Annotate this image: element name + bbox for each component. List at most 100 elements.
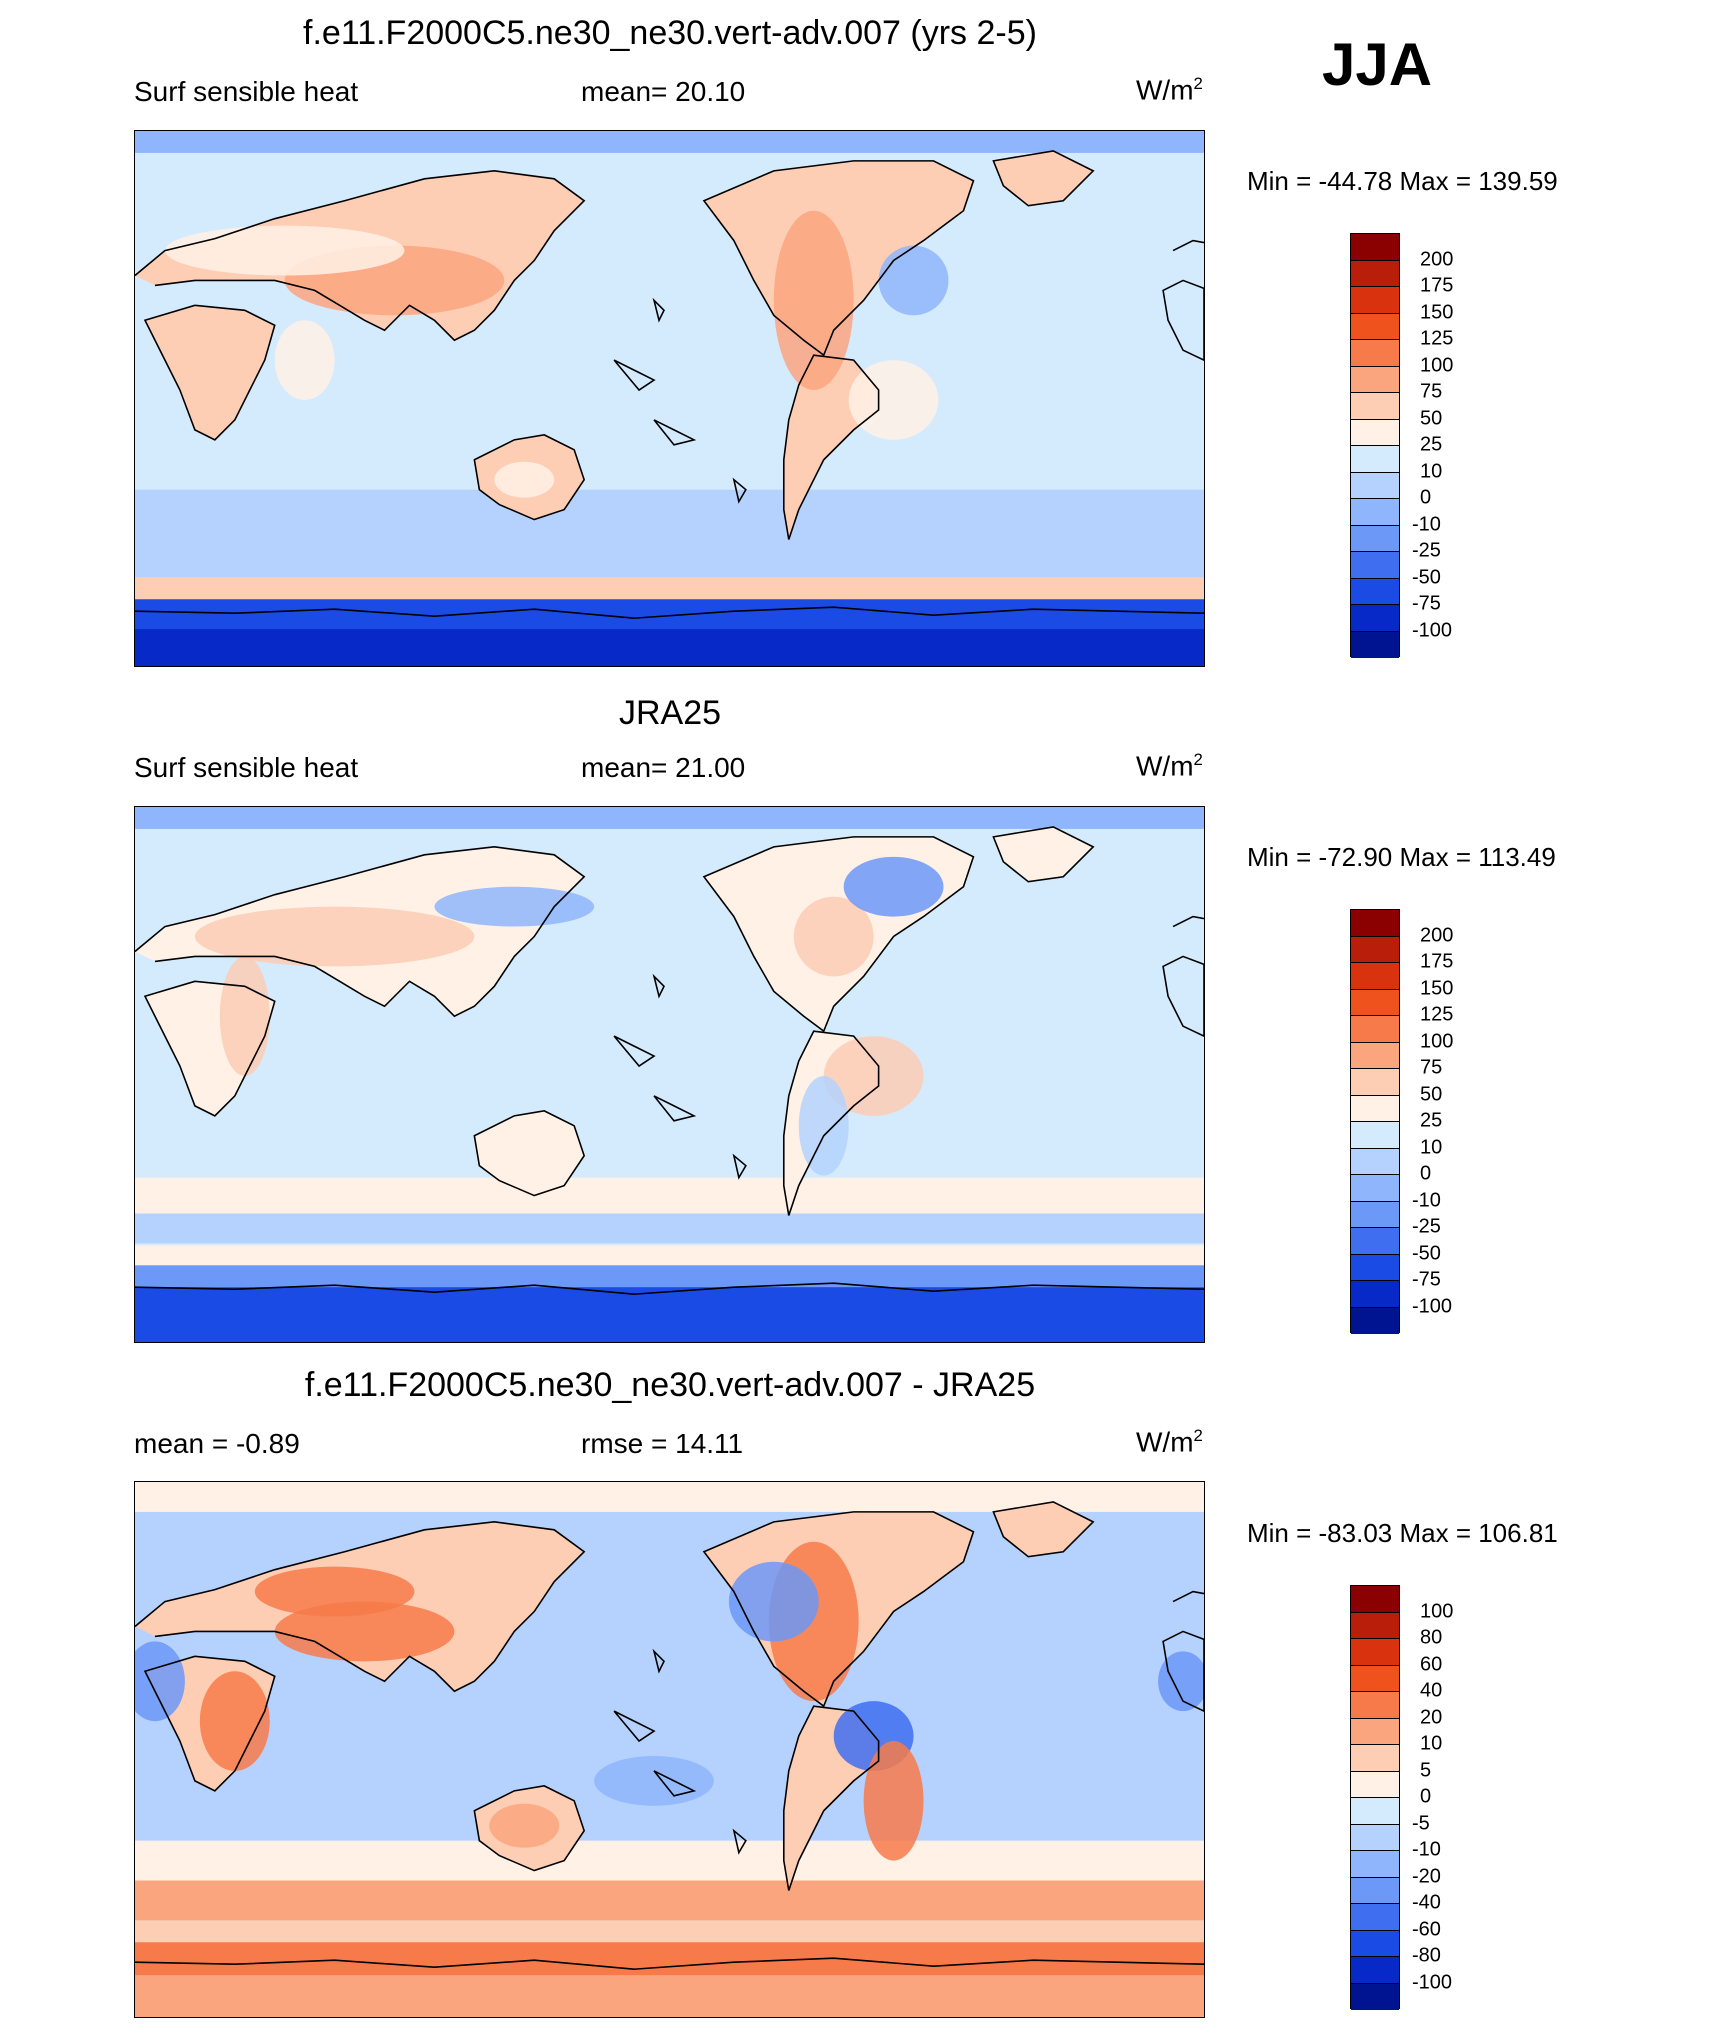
field-anomaly (728, 1561, 819, 1642)
land-field-greenland (993, 150, 1094, 206)
colorbar-swatch (1351, 1824, 1399, 1851)
coastline (143, 980, 276, 1117)
colorbar-tick-label: 200 (1420, 248, 1454, 270)
colorbar (1350, 233, 1400, 658)
land-field-greenland (993, 826, 1094, 882)
panel-units-label: W/m2 (1136, 1426, 1203, 1458)
coastline (782, 1705, 880, 1891)
colorbar-swatch (1351, 260, 1399, 287)
field-anomaly (793, 896, 874, 977)
colorbar-swatch (1351, 446, 1399, 473)
colorbar-tick-label: 150 (1420, 301, 1454, 323)
coastline (653, 1095, 697, 1122)
field-anomaly (594, 1755, 714, 1806)
coastline (473, 434, 586, 521)
coastline (652, 297, 665, 323)
colorbar-swatch (1351, 1042, 1399, 1069)
colorbar-tick-label: -60 (1412, 1918, 1441, 1940)
colorbar-tick-label: 100 (1420, 1030, 1454, 1052)
colorbar-tick-label: 10 (1420, 460, 1443, 482)
field-anomaly (878, 245, 949, 316)
colorbar-tick-label: -20 (1412, 1865, 1441, 1887)
coastline (613, 1035, 656, 1068)
colorbar-tick-label: 25 (1420, 433, 1443, 456)
coastline (992, 1501, 1095, 1558)
colorbar-swatch (1351, 340, 1399, 367)
colorbar-tick-label: 125 (1420, 327, 1454, 350)
coastline (702, 836, 975, 1033)
panel-variable-label: Surf sensible heat (134, 76, 359, 107)
min-max-label: Min = -83.03 Max = 106.81 (1247, 1518, 1558, 1548)
field-map (135, 1482, 1204, 2017)
colorbar-swatch (1351, 1201, 1399, 1228)
colorbar-tick-label: 175 (1420, 274, 1454, 297)
coastline (135, 846, 586, 1018)
panel-mean-label: mean= 20.10 (581, 76, 746, 107)
coastline (702, 160, 975, 357)
coastline (613, 1710, 656, 1743)
colorbar-swatch (1351, 1254, 1399, 1281)
colorbar-tick-label: -80 (1412, 1944, 1441, 1967)
colorbar-tick-label: -50 (1412, 1242, 1441, 1264)
latitude-band (135, 1840, 1204, 1881)
map-panel (134, 806, 1205, 1343)
colorbar-tick-label: 10 (1420, 1136, 1443, 1158)
latitude-band (135, 1880, 1204, 1921)
coastline (732, 477, 747, 504)
colorbar-swatch (1351, 499, 1399, 526)
panel-title: f.e11.F2000C5.ne30_ne30.vert-adv.007 (yr… (303, 14, 1037, 52)
colorbar-swatch (1351, 605, 1399, 632)
coastline (135, 170, 586, 342)
panel-mean-label: mean = -0.89 (134, 1428, 300, 1459)
colorbar-tick-label: -100 (1412, 619, 1453, 641)
colorbar-swatch (1351, 234, 1399, 261)
colorbar-swatch (1351, 910, 1399, 937)
colorbar-tick-label: -75 (1412, 592, 1441, 615)
colorbar-swatch (1351, 1983, 1399, 2010)
latitude-band (135, 1177, 1204, 1214)
colorbar-tick-label: -100 (1412, 1971, 1453, 1993)
colorbar-tick-label: 175 (1420, 950, 1454, 973)
colorbar-swatch (1351, 1281, 1399, 1308)
colorbar-tick-label: 40 (1420, 1679, 1443, 1702)
colorbar-swatch (1351, 1851, 1399, 1878)
colorbar (1350, 1585, 1400, 2010)
colorbar-tick-label: 50 (1420, 1083, 1443, 1105)
coastline (143, 1655, 276, 1792)
colorbar-swatch (1351, 1665, 1399, 1692)
coastline (992, 826, 1095, 883)
field-anomaly (254, 1566, 415, 1617)
colorbar-swatch (1351, 1930, 1399, 1957)
field-anomaly (489, 1803, 560, 1848)
latitude-band (135, 629, 1204, 666)
colorbar-swatch (1351, 963, 1399, 990)
coastline (652, 973, 665, 999)
colorbar-tick-label: 20 (1420, 1706, 1443, 1728)
map-panel (134, 130, 1205, 667)
colorbar-swatch (1351, 936, 1399, 963)
field-anomaly (135, 1641, 185, 1722)
panel-units-label: W/m2 (1136, 74, 1203, 106)
coastline (1162, 279, 1204, 362)
colorbar-tick-label: -75 (1412, 1268, 1441, 1291)
field-anomaly (798, 1075, 849, 1176)
coastline (613, 359, 656, 392)
colorbar-tick-label: 80 (1420, 1626, 1443, 1649)
land-field-australia (474, 1110, 585, 1196)
colorbar-swatch (1351, 1718, 1399, 1745)
colorbar-tick-label: -10 (1412, 1189, 1441, 1211)
coastline (135, 1957, 1204, 1970)
coastline (782, 354, 880, 540)
colorbar-swatch (1351, 1639, 1399, 1666)
field-anomaly (434, 886, 595, 927)
colorbar-tick-label: -25 (1412, 1215, 1441, 1238)
field-anomaly (1158, 1651, 1204, 1712)
colorbar-swatch (1351, 1307, 1399, 1334)
coastline (1172, 239, 1204, 252)
colorbar-swatch (1351, 989, 1399, 1016)
colorbar-swatch (1351, 631, 1399, 658)
colorbar-tick-label: 100 (1420, 354, 1454, 376)
coastline (652, 1648, 665, 1674)
colorbar (1350, 909, 1400, 1334)
panel-variable-label: Surf sensible heat (134, 752, 359, 783)
